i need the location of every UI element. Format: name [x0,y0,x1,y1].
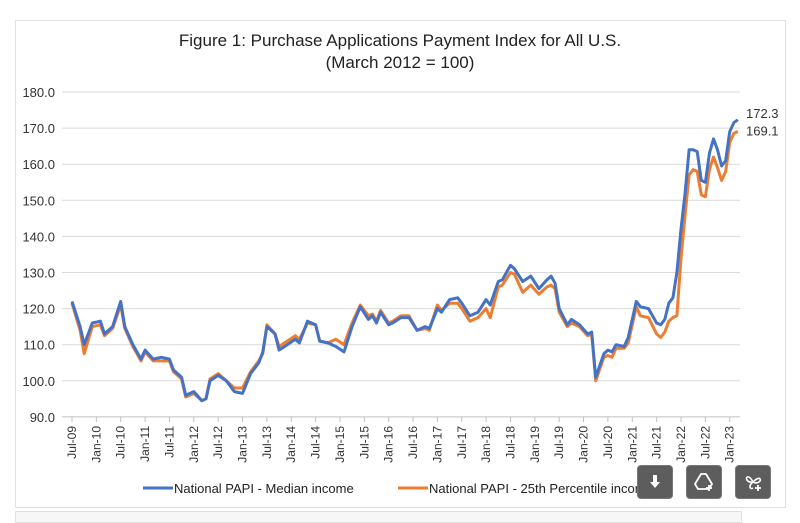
x-tick-label: Jul-16 [406,426,420,459]
add-to-drive-icon [693,473,714,491]
x-tick-label: Jul-09 [65,426,79,459]
x-tick-label: Jul-21 [650,426,664,459]
end-data-label: 169.1 [746,123,779,138]
x-tick-label: Jul-13 [260,426,274,459]
x-tick-label: Jan-21 [625,426,639,463]
y-tick-label: 150.0 [22,193,55,208]
x-tick-label: Jan-12 [187,426,201,463]
series-line [70,118,739,403]
x-tick-label: Jan-22 [674,426,688,463]
x-tick-label: Jul-17 [455,426,469,459]
x-tick-label: Jan-16 [382,426,396,463]
y-tick-label: 110.0 [23,338,55,353]
x-tick-label: Jul-14 [309,426,323,459]
x-tick-label: Jul-18 [503,426,517,459]
y-tick-label: 130.0 [22,266,55,281]
y-tick-label: 100.0 [22,374,55,389]
add-extension-icon [745,476,762,491]
legend-label: National PAPI - Median income [174,481,354,496]
x-tick-label: Jan-11 [138,426,152,462]
x-tick-label: Jan-15 [333,426,347,463]
x-tick-label: Jul-19 [552,426,566,459]
y-tick-label: 160.0 [22,157,55,172]
x-tick-label: Jan-10 [89,426,103,463]
series-line [70,129,739,403]
chart-title: Figure 1: Purchase Applications Payment … [178,31,622,50]
y-tick-label: 180.0 [22,85,55,100]
y-tick-label: 170.0 [22,121,55,136]
x-tick-label: Jul-12 [211,426,225,459]
download-button[interactable] [637,465,673,499]
legend-label: National PAPI - 25th Percentile income [429,481,653,496]
x-tick-label: Jul-11 [162,426,176,458]
x-tick-label: Jan-23 [723,426,737,463]
x-tick-label: Jan-18 [479,426,493,463]
x-tick-label: Jan-14 [284,426,298,463]
chart-card [15,20,786,508]
x-tick-label: Jul-15 [357,426,371,459]
download-icon [650,475,660,488]
x-tick-label: Jan-13 [236,426,250,463]
x-tick-label: Jul-22 [698,426,712,459]
x-tick-label: Jan-17 [430,426,444,463]
x-tick-label: Jan-19 [528,426,542,463]
x-tick-label: Jan-20 [577,426,591,463]
add-extension-button[interactable] [735,465,771,499]
chart-subtitle: (March 2012 = 100) [325,53,475,72]
x-tick-label: Jul-10 [114,426,128,459]
y-tick-label: 90.0 [30,410,55,425]
add-to-drive-button[interactable] [686,465,722,499]
x-tick-label: Jul-20 [601,426,615,459]
y-tick-label: 140.0 [22,229,55,244]
end-data-label: 172.3 [746,106,779,121]
y-tick-label: 120.0 [22,302,55,317]
